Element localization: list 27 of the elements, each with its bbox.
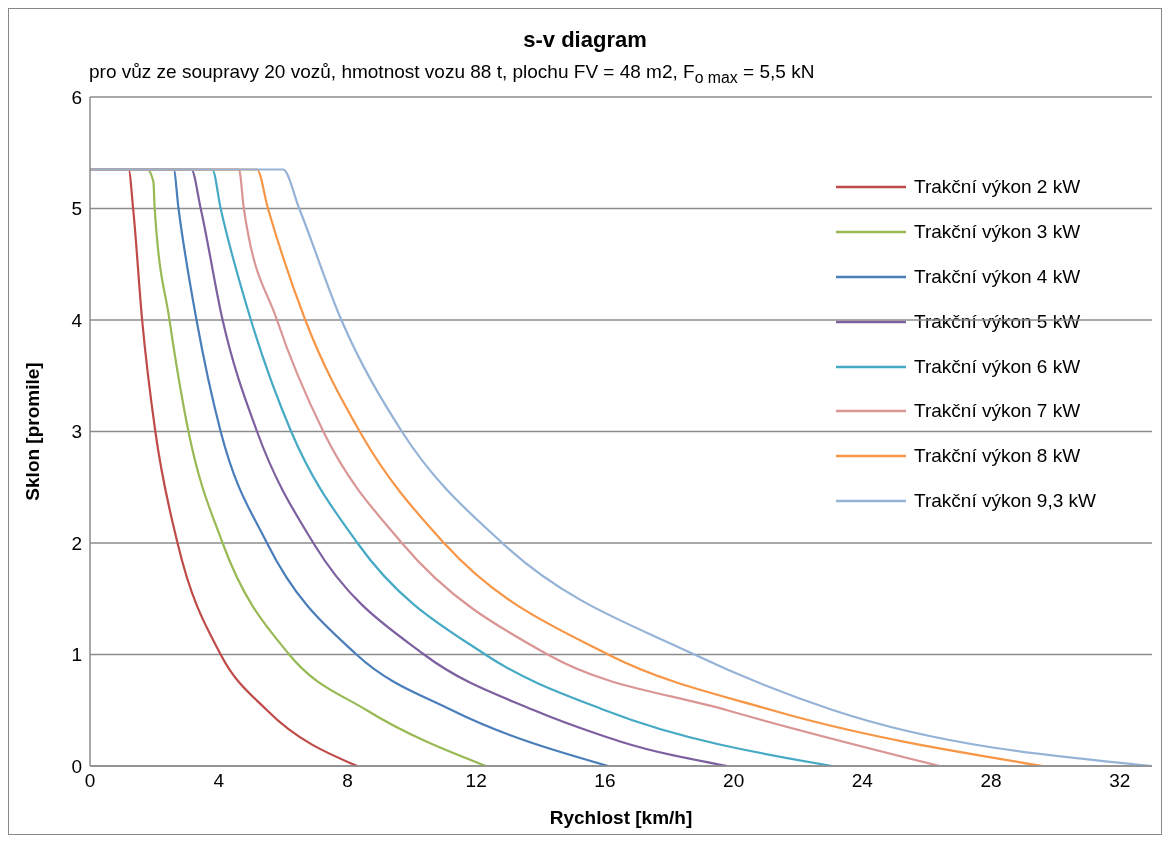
x-tick-label: 24 bbox=[851, 770, 874, 792]
chart-subtitle: pro vůz ze soupravy 20 vozů, hmotnost vozu 88 t, plochu FV = 48 m2, F$_{o max}$ = 5,5 kN bbox=[89, 61, 815, 87]
y-tick-label: 0 bbox=[71, 755, 82, 777]
legend-label: Trakční výkon 8 kW bbox=[914, 445, 1081, 468]
x-tick-label: 28 bbox=[980, 770, 1002, 792]
y-tick-label: 4 bbox=[71, 309, 83, 331]
legend-label: Trakční výkon 3 kW bbox=[914, 221, 1081, 244]
y-tick-label: 1 bbox=[71, 644, 82, 666]
x-tick-label: 16 bbox=[594, 770, 616, 792]
legend-label: Trakční výkon 9,3 kW bbox=[914, 489, 1096, 512]
legend-label: Trakční výkon 5 kW bbox=[914, 310, 1081, 333]
x-tick-label: 12 bbox=[465, 770, 487, 792]
chart-title: s-v diagram bbox=[522, 27, 648, 53]
legend-label: Trakční výkon 4 kW bbox=[914, 265, 1081, 288]
x-tick-label: 8 bbox=[342, 770, 353, 792]
y-tick-label: 6 bbox=[71, 86, 82, 108]
y-tick-label: 2 bbox=[71, 532, 82, 554]
y-tick-label: 3 bbox=[71, 421, 82, 443]
y-tick-label: 5 bbox=[71, 198, 82, 220]
x-axis-title: Rychlost [km/h] bbox=[549, 807, 693, 828]
x-tick-label: 20 bbox=[723, 770, 745, 792]
y-axis-title: Sklon [promile] bbox=[21, 362, 43, 501]
x-tick-label: 4 bbox=[213, 770, 225, 792]
legend-label: Trakční výkon 2 kW bbox=[914, 176, 1081, 199]
x-tick-label: 32 bbox=[1109, 770, 1131, 792]
legend-label: Trakční výkon 7 kW bbox=[914, 400, 1081, 423]
legend-label: Trakční výkon 6 kW bbox=[914, 355, 1081, 378]
